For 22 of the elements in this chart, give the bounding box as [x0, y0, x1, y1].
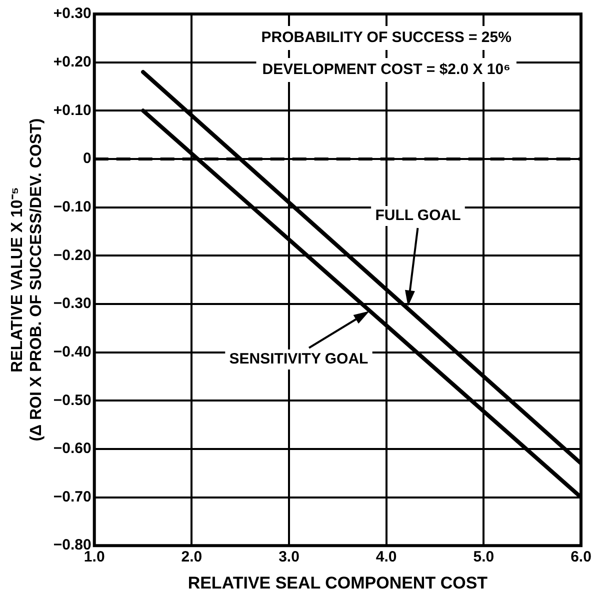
annotation: FULL GOAL — [375, 207, 461, 224]
x-tick-label: 4.0 — [376, 548, 397, 566]
y-tick-label: −0.50 — [53, 392, 92, 409]
annotation: SENSITIVITY GOAL — [229, 350, 368, 368]
y-tick-label: −0.30 — [53, 295, 92, 312]
y-tick-label: +0.10 — [53, 102, 92, 119]
x-axis-title: RELATIVE SEAL COMPONENT COST — [188, 573, 488, 592]
y-tick-label: +0.20 — [53, 53, 92, 70]
y-tick-label: −0.70 — [53, 488, 92, 506]
x-tick-label: 6.0 — [570, 548, 592, 566]
x-tick-label: 2.0 — [181, 548, 202, 566]
annotation: DEVELOPMENT COST = $2.0 X 10⁶ — [262, 61, 510, 78]
x-tick-label: 5.0 — [473, 548, 494, 566]
y-axis-title: RELATIVE VALUE X 10⁻⁵ (Δ ROI X PROB. OF SUCCESS/DEV. COST) — [9, 118, 46, 442]
y-tick-label: −0.10 — [53, 198, 92, 216]
y-tick-label: 0 — [83, 150, 92, 168]
y-tick-label: +0.30 — [53, 5, 92, 22]
y-tick-label: −0.20 — [53, 246, 92, 264]
x-tick-label: 3.0 — [278, 548, 300, 566]
annotation: PROBABILITY OF SUCCESS = 25% — [261, 29, 512, 46]
y-tick-label: −0.40 — [53, 343, 92, 360]
y-tick-label: −0.60 — [53, 440, 92, 458]
